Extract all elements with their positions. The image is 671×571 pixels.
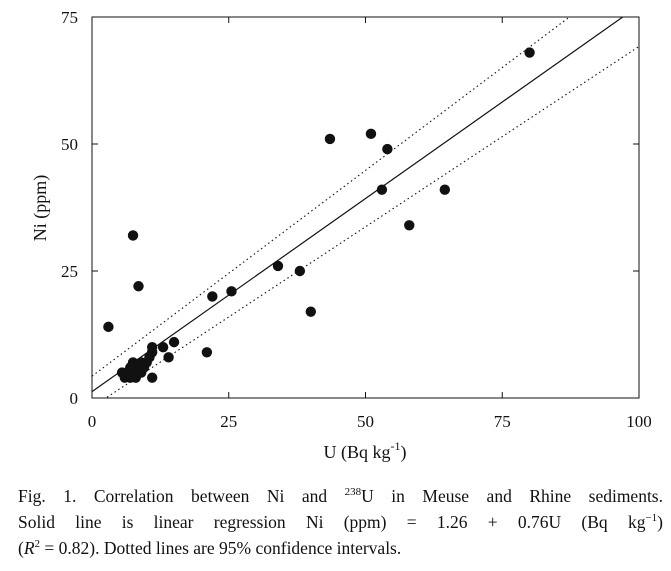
data-point <box>524 47 535 58</box>
x-tick-label: 0 <box>88 412 97 431</box>
data-point <box>207 291 218 302</box>
scatter-chart: 0 25 50 75 100 0 25 50 75 U (Bq kg-1) Ni (ppm) <box>30 8 652 463</box>
data-point <box>272 260 284 272</box>
data-point <box>127 230 139 241</box>
y-tick-label: 25 <box>61 262 78 281</box>
data-point <box>294 265 306 277</box>
data-point <box>439 184 451 195</box>
data-point <box>226 286 237 297</box>
data-point <box>201 347 213 358</box>
ticks-layer: 0 25 50 75 100 0 25 50 75 <box>61 8 652 431</box>
data-point <box>324 133 336 145</box>
data-point <box>376 184 388 195</box>
data-point <box>146 342 158 353</box>
data-point <box>146 372 158 383</box>
data-point <box>133 281 144 292</box>
caption-line-1: Fig. 1. Correlation between Ni and 238U … <box>18 486 663 506</box>
x-tick-label: 100 <box>626 412 652 431</box>
x-axis-label-sup: -1 <box>391 439 401 453</box>
points-layer <box>103 47 535 383</box>
y-tick-label: 50 <box>61 135 78 154</box>
regression-line <box>92 17 624 393</box>
lines-layer <box>92 17 639 398</box>
data-point <box>305 306 316 317</box>
data-point <box>404 220 415 231</box>
y-tick-label: 0 <box>70 389 79 408</box>
caption-line-3: (R2 = 0.82). Dotted lines are 95% confid… <box>18 538 402 558</box>
lower-confidence-line <box>104 46 639 398</box>
x-tick-label: 75 <box>494 412 511 431</box>
y-axis-label: Ni (ppm) <box>30 175 51 242</box>
data-point <box>157 342 169 353</box>
x-tick-label: 50 <box>357 412 374 431</box>
x-tick-label: 25 <box>220 412 237 431</box>
data-point <box>163 352 174 363</box>
data-point <box>365 128 377 140</box>
upper-confidence-line <box>92 17 571 377</box>
x-axis-label: U (Bq kg-1) <box>324 439 407 463</box>
caption-line-2: Solid line is linear regression Ni (ppm)… <box>18 512 663 532</box>
data-point <box>103 321 114 333</box>
figure-caption: Fig. 1. Correlation between Ni and 238U … <box>18 483 663 561</box>
y-tick-label: 75 <box>61 8 78 27</box>
data-point <box>382 143 393 155</box>
data-point <box>168 336 180 348</box>
